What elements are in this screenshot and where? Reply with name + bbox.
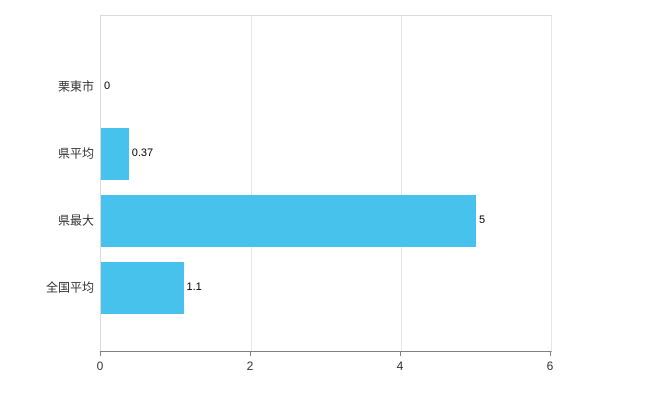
bar-value-label: 5	[479, 213, 486, 226]
bar	[101, 194, 476, 247]
x-tick-mark	[100, 351, 101, 356]
gridline	[251, 16, 252, 351]
x-tick-label: 2	[246, 359, 254, 373]
gridline	[551, 16, 552, 351]
x-tick-mark	[400, 351, 401, 356]
plot-area	[100, 15, 552, 352]
bar	[101, 127, 129, 180]
bar	[101, 261, 184, 314]
y-category-label: 栗東市	[57, 79, 94, 93]
x-tick-label: 6	[546, 359, 554, 373]
y-category-label: 全国平均	[45, 280, 94, 294]
y-category-label: 県最大	[57, 213, 94, 227]
y-category-label: 県平均	[57, 146, 94, 160]
bar-value-label: 0	[104, 79, 111, 92]
x-tick-label: 4	[396, 359, 404, 373]
x-tick-mark	[250, 351, 251, 356]
bar-value-label: 0.37	[131, 146, 154, 159]
x-tick-label: 0	[96, 359, 104, 373]
gridline	[401, 16, 402, 351]
x-tick-mark	[550, 351, 551, 356]
bar-value-label: 1.1	[186, 280, 202, 293]
